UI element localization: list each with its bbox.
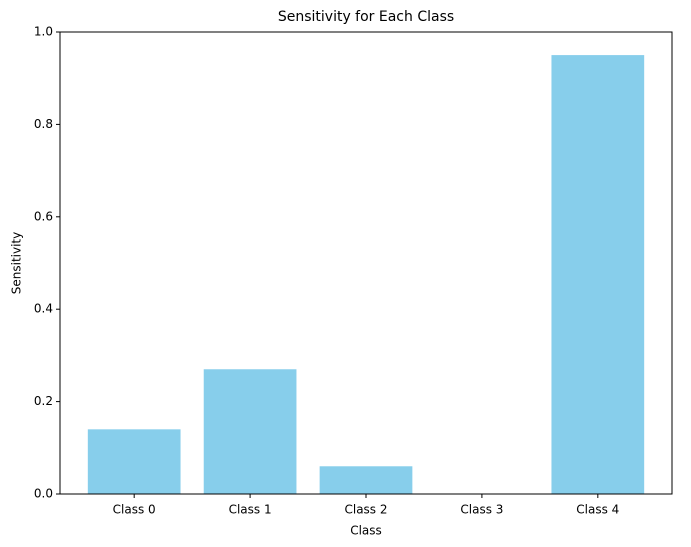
y-tick-label: 0.2 [34,394,53,408]
x-tick-label: Class 3 [460,503,503,517]
x-tick-label: Class 4 [576,503,619,517]
bar [87,429,181,494]
y-axis-label: Sensitivity [10,232,24,294]
y-tick-label: 0.8 [34,117,53,131]
x-tick-label: Class 2 [344,503,387,517]
y-tick-label: 0.4 [34,302,53,316]
y-tick-label: 1.0 [34,25,53,39]
bar [551,55,645,494]
bar [319,466,413,494]
y-tick-label: 0.0 [34,487,53,501]
bar [203,369,297,494]
y-tick-label: 0.6 [34,209,53,223]
x-tick-label: Class 0 [113,503,156,517]
x-tick-label: Class 1 [229,503,272,517]
plot-frame [59,31,673,495]
x-axis-label: Class [350,524,382,538]
chart-title: Sensitivity for Each Class [278,9,454,25]
